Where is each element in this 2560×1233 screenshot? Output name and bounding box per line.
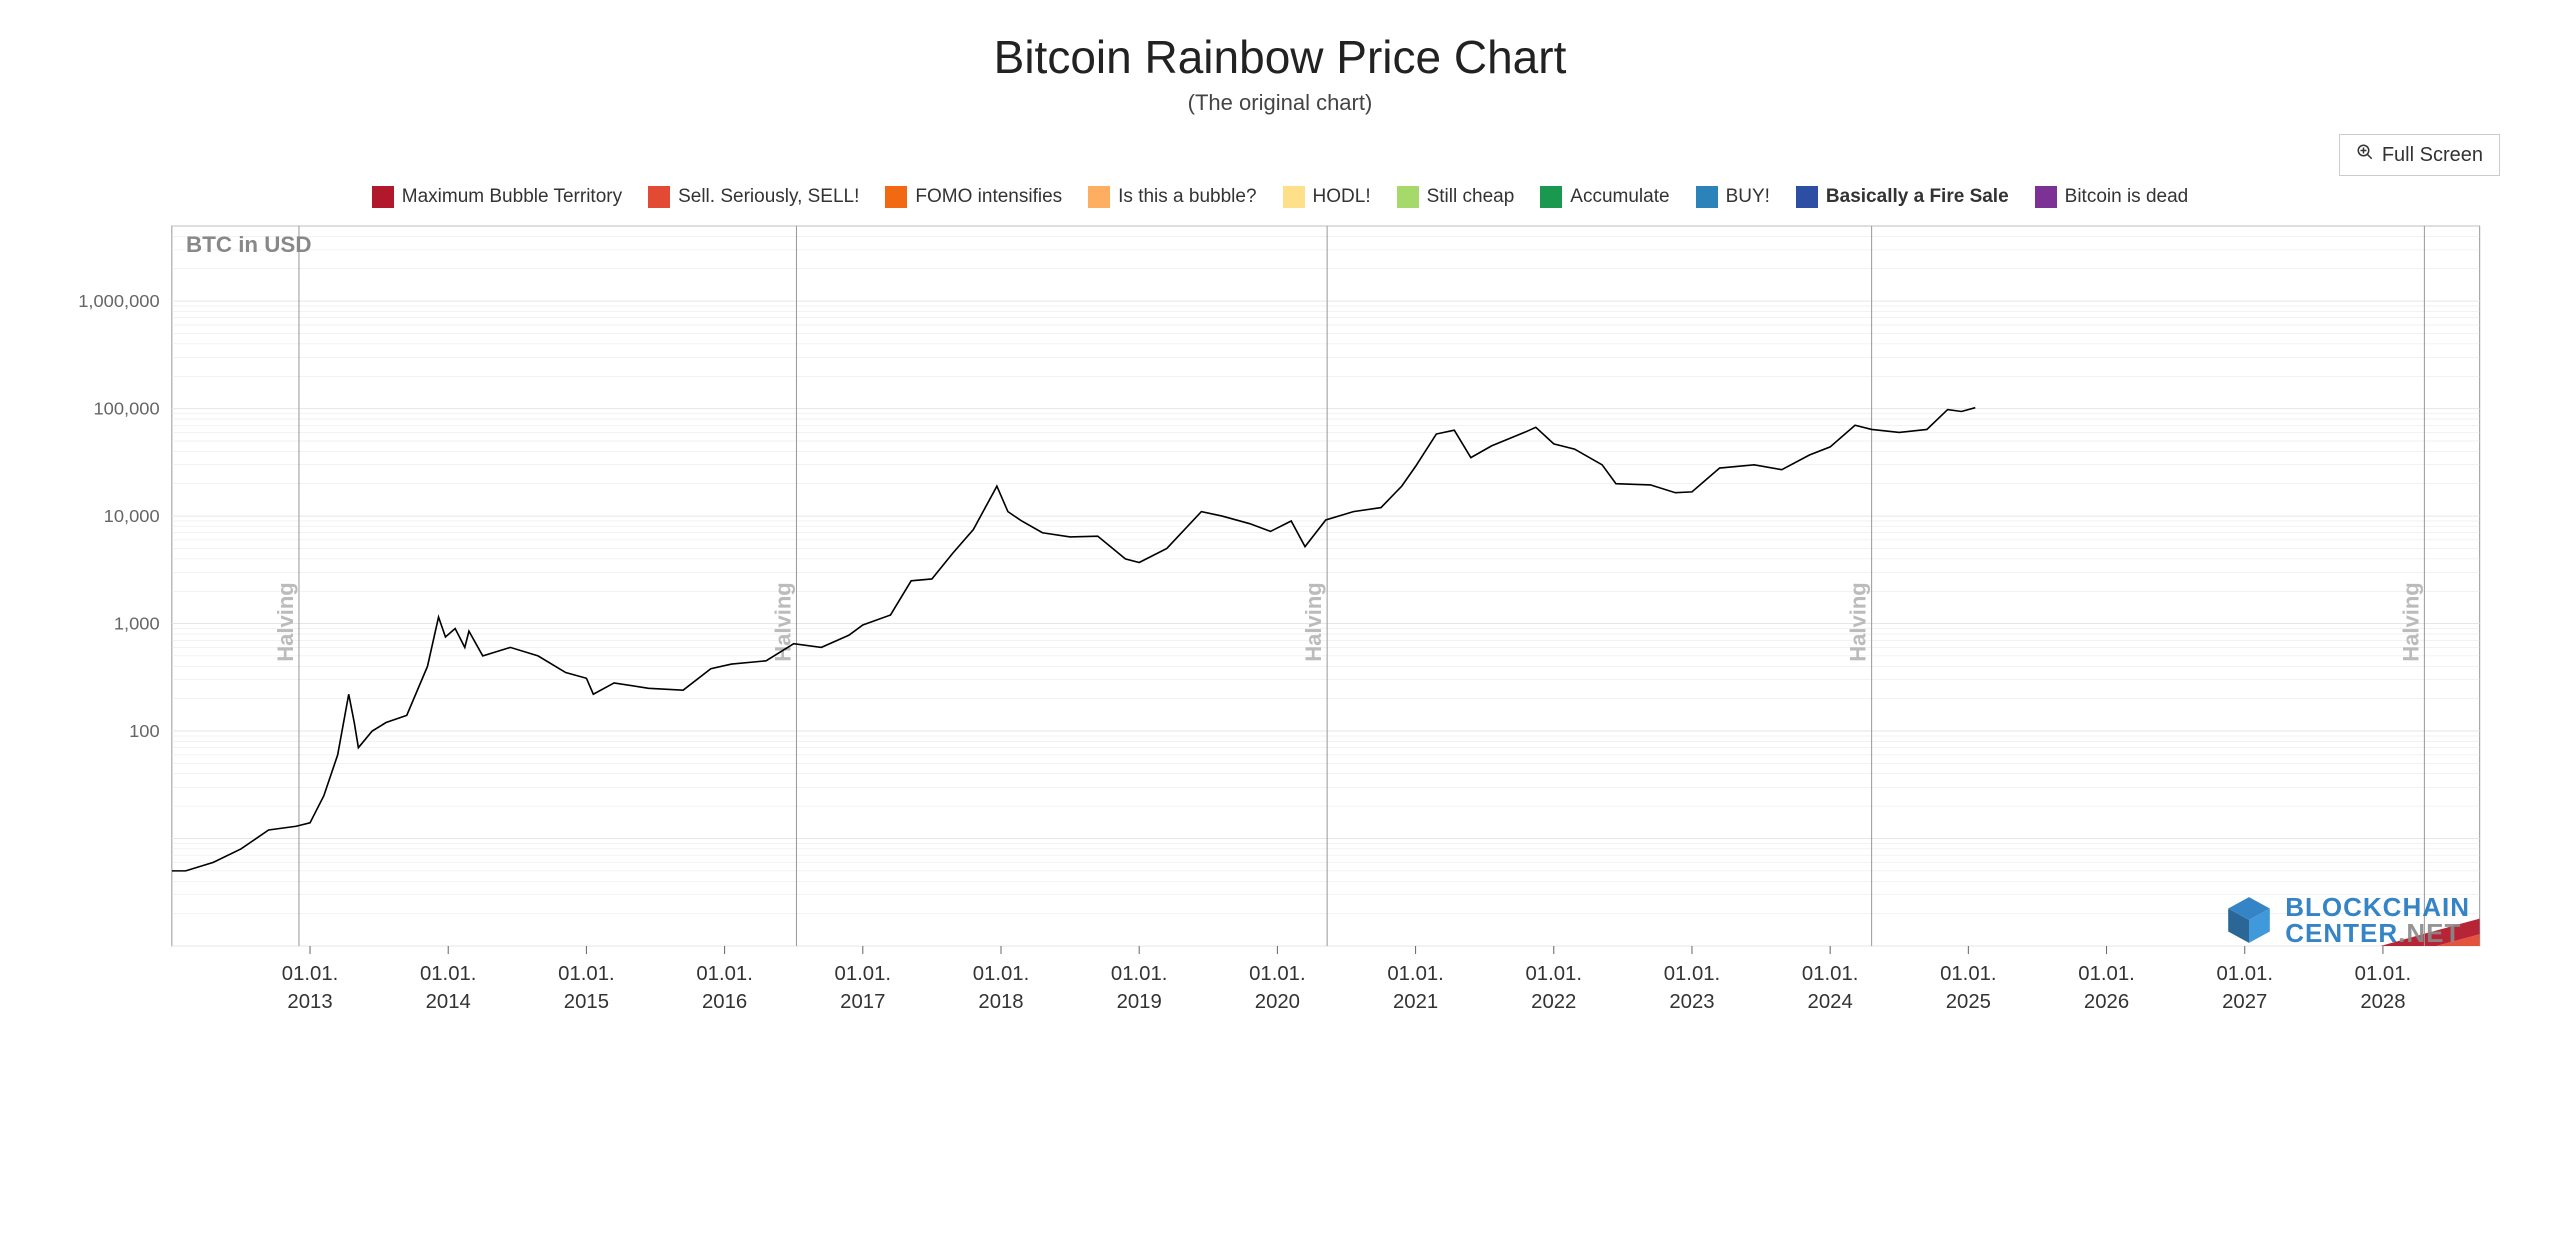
- rainbow-chart[interactable]: 100 1,000 10,000 100,000 1,000,000 Halving Hal…: [60, 216, 2500, 1036]
- fullscreen-label: Full Screen: [2382, 144, 2483, 167]
- legend-item[interactable]: Still cheap: [1397, 186, 1515, 208]
- svg-text:Halving: Halving: [273, 582, 298, 661]
- svg-text:1,000: 1,000: [114, 614, 160, 634]
- svg-text:01.01.: 01.01.: [282, 963, 339, 985]
- legend-label: HODL!: [1313, 186, 1371, 208]
- svg-text:01.01.: 01.01.: [835, 963, 892, 985]
- svg-text:Halving: Halving: [2398, 582, 2423, 661]
- watermark-line2b: .NET: [2398, 918, 2461, 948]
- svg-text:2015: 2015: [564, 991, 609, 1013]
- legend-swatch: [1696, 186, 1718, 208]
- legend-label: BUY!: [1726, 186, 1770, 208]
- svg-text:01.01.: 01.01.: [1387, 963, 1444, 985]
- legend-item[interactable]: Sell. Seriously, SELL!: [648, 186, 859, 208]
- watermark-line1: BLOCKCHAIN: [2285, 894, 2470, 920]
- svg-text:2018: 2018: [978, 991, 1023, 1013]
- svg-text:2025: 2025: [1946, 991, 1991, 1013]
- svg-text:01.01.: 01.01.: [2078, 963, 2135, 985]
- legend-label: FOMO intensifies: [915, 186, 1062, 208]
- legend-item[interactable]: Basically a Fire Sale: [1796, 186, 2009, 208]
- watermark-line2a: CENTER: [2285, 918, 2398, 948]
- svg-text:2028: 2028: [2360, 991, 2405, 1013]
- svg-text:01.01.: 01.01.: [1111, 963, 1168, 985]
- svg-text:01.01.: 01.01.: [558, 963, 615, 985]
- legend-swatch: [885, 186, 907, 208]
- svg-text:Halving: Halving: [1301, 582, 1326, 661]
- legend-label: Sell. Seriously, SELL!: [678, 186, 859, 208]
- legend-label: Still cheap: [1427, 186, 1515, 208]
- legend-label: Basically a Fire Sale: [1826, 186, 2009, 208]
- svg-text:2017: 2017: [840, 991, 885, 1013]
- svg-text:2023: 2023: [1669, 991, 1714, 1013]
- svg-text:01.01.: 01.01.: [420, 963, 477, 985]
- legend-swatch: [648, 186, 670, 208]
- legend-swatch: [1283, 186, 1305, 208]
- svg-text:2027: 2027: [2222, 991, 2267, 1013]
- svg-text:2019: 2019: [1117, 991, 1162, 1013]
- watermark-logo: BLOCKCHAIN CENTER.NET: [2223, 894, 2470, 946]
- legend-swatch: [1796, 186, 1818, 208]
- svg-text:2013: 2013: [287, 991, 332, 1013]
- legend-label: Maximum Bubble Territory: [402, 186, 622, 208]
- legend-swatch: [2035, 186, 2057, 208]
- zoom-in-icon: [2356, 143, 2374, 167]
- page-title: Bitcoin Rainbow Price Chart: [60, 30, 2500, 84]
- legend-item[interactable]: Is this a bubble?: [1088, 186, 1256, 208]
- svg-text:01.01.: 01.01.: [1802, 963, 1859, 985]
- legend-swatch: [1397, 186, 1419, 208]
- svg-text:BTC in USD: BTC in USD: [186, 232, 311, 257]
- legend-label: Is this a bubble?: [1118, 186, 1256, 208]
- svg-text:2024: 2024: [1808, 991, 1853, 1013]
- svg-text:01.01.: 01.01.: [2355, 963, 2412, 985]
- svg-text:01.01.: 01.01.: [1664, 963, 1721, 985]
- svg-text:10,000: 10,000: [104, 506, 160, 526]
- chart-legend: Maximum Bubble Territory Sell. Seriously,…: [60, 186, 2500, 208]
- svg-text:2022: 2022: [1531, 991, 1576, 1013]
- legend-label: Bitcoin is dead: [2065, 186, 2189, 208]
- svg-text:2020: 2020: [1255, 991, 1300, 1013]
- svg-text:01.01.: 01.01.: [1526, 963, 1583, 985]
- legend-item[interactable]: Maximum Bubble Territory: [372, 186, 622, 208]
- svg-text:1,000,000: 1,000,000: [78, 291, 159, 311]
- legend-swatch: [372, 186, 394, 208]
- svg-text:2021: 2021: [1393, 991, 1438, 1013]
- svg-text:100: 100: [129, 721, 160, 741]
- svg-text:100,000: 100,000: [94, 399, 160, 419]
- legend-swatch: [1088, 186, 1110, 208]
- legend-item[interactable]: Accumulate: [1540, 186, 1669, 208]
- svg-text:01.01.: 01.01.: [2216, 963, 2273, 985]
- legend-item[interactable]: HODL!: [1283, 186, 1371, 208]
- logo-icon: [2223, 894, 2275, 946]
- legend-item[interactable]: FOMO intensifies: [885, 186, 1062, 208]
- page-subtitle: (The original chart): [60, 90, 2500, 116]
- svg-text:2016: 2016: [702, 991, 747, 1013]
- svg-text:Halving: Halving: [1845, 582, 1870, 661]
- legend-item[interactable]: BUY!: [1696, 186, 1770, 208]
- svg-text:01.01.: 01.01.: [696, 963, 753, 985]
- fullscreen-button[interactable]: Full Screen: [2339, 134, 2500, 176]
- legend-item[interactable]: Bitcoin is dead: [2035, 186, 2189, 208]
- svg-text:01.01.: 01.01.: [1940, 963, 1997, 985]
- svg-text:01.01.: 01.01.: [973, 963, 1030, 985]
- svg-text:01.01.: 01.01.: [1249, 963, 1306, 985]
- legend-label: Accumulate: [1570, 186, 1669, 208]
- svg-text:2026: 2026: [2084, 991, 2129, 1013]
- legend-swatch: [1540, 186, 1562, 208]
- svg-text:2014: 2014: [426, 991, 471, 1013]
- toolbar: Full Screen: [60, 134, 2500, 176]
